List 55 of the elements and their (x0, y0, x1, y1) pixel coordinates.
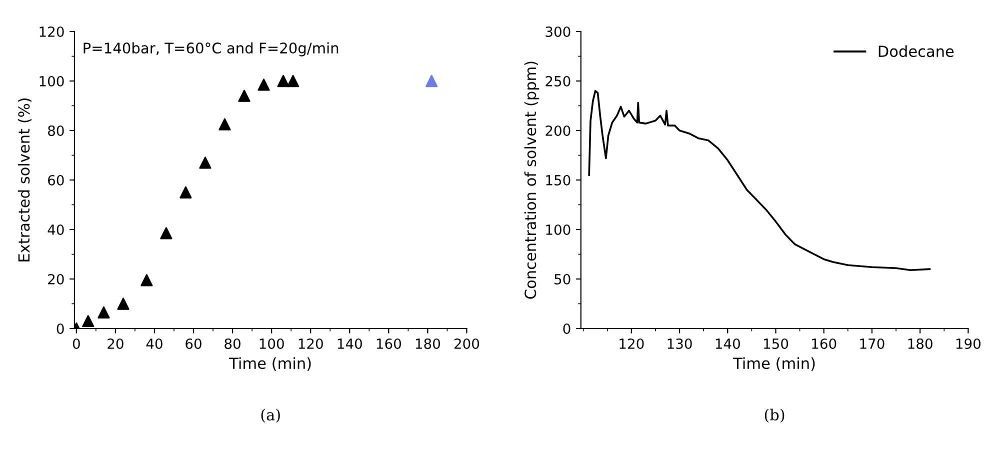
point (277, 74, 290, 88)
point (199, 156, 212, 169)
point (286, 74, 300, 88)
text: (b) (764, 408, 784, 423)
x-tick-label: 20 (108, 338, 124, 349)
y-tick-label: 80 (48, 125, 64, 136)
annotation: P=140bar, T=60°C and F=20g/min (84, 42, 338, 56)
point (218, 118, 231, 130)
y-axis-title: Concentration of solvent (ppm) (524, 62, 540, 299)
point (160, 227, 172, 240)
y-tick-label: 300 (546, 26, 570, 37)
x-tick-label: 140 (338, 338, 362, 349)
y-axis-title: Extracted solvent (%) (18, 98, 32, 262)
y-tick-label: 200 (546, 125, 570, 136)
y-tick-label: 0 (56, 323, 64, 334)
y-tick-label: 100 (546, 224, 570, 235)
point (426, 74, 438, 88)
x-tick-label: 160 (812, 338, 836, 349)
x-tick-label: 100 (260, 338, 284, 349)
x-tick-label: 180 (416, 338, 440, 349)
x-tick-label: 180 (908, 338, 932, 349)
line-series (588, 90, 931, 271)
point (117, 298, 130, 310)
x-tick-label: 0 (72, 338, 80, 349)
x-tick-label: 140 (716, 338, 740, 349)
x-tick-label: 160 (376, 338, 401, 349)
y-tick-label: 60 (48, 174, 64, 186)
point (258, 78, 270, 91)
point (98, 306, 110, 318)
x-tick-label: 80 (224, 338, 240, 349)
x-axis-title: Time (min) (229, 357, 311, 371)
legend-label: Dodecane (878, 45, 954, 58)
x-tick-label: 60 (186, 338, 202, 349)
x-tick-label: 190 (956, 338, 981, 349)
x-tick-label: 40 (146, 338, 162, 349)
x-tick-label: 200 (454, 338, 480, 349)
point (238, 90, 250, 102)
y-tick-label: 150 (546, 174, 570, 186)
x-tick-label: 170 (860, 338, 884, 349)
y-tick-label: 40 (48, 224, 64, 235)
y-tick-label: 20 (48, 274, 64, 284)
x-tick-label: 120 (298, 338, 323, 349)
y-tick-label: 0 (563, 323, 570, 334)
x-tick-label: 130 (668, 338, 692, 349)
x-tick-label: 150 (764, 338, 788, 349)
x-tick-label: 120 (620, 338, 644, 349)
y-tick-label: 250 (546, 76, 570, 86)
point (140, 274, 153, 286)
point (180, 186, 192, 198)
x-axis-title: Time (min) (733, 357, 815, 371)
y-tick-label: 50 (554, 274, 570, 284)
point (82, 315, 94, 328)
y-tick-label: 120 (40, 26, 64, 37)
y-tick-label: 100 (40, 76, 64, 86)
text: (a) (261, 408, 280, 423)
